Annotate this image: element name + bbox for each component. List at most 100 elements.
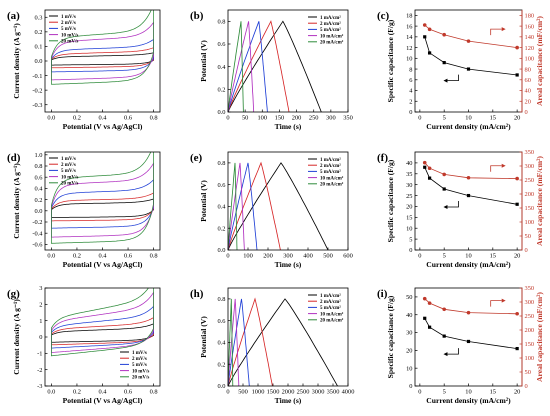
y2-tick-label: 160 — [525, 23, 535, 30]
y-tick-label: 2 — [409, 98, 412, 105]
y-tick-label: -0.2 — [32, 87, 42, 94]
y-tick-label: 1.0 — [35, 152, 43, 159]
panel-h: 0 500 1000 1500 2000 2500 3000 3500 4000 0.0 0.2 0.… — [190, 287, 354, 405]
y-tick-label: 35 — [406, 171, 412, 178]
plot-area — [422, 23, 519, 77]
left-axis-arrowhead — [443, 205, 448, 210]
x-tick-label: 0.4 — [99, 115, 108, 122]
capacitance-line-left — [424, 167, 518, 205]
gcd-curve-5 — [228, 298, 234, 386]
y-tick-label: -0.2 — [32, 219, 42, 226]
legend-label: 5 mV/s — [132, 363, 147, 368]
y2-tick-label: 0 — [525, 109, 528, 116]
y2-tick-label: 150 — [525, 341, 535, 348]
y-tick-label: 15 — [406, 215, 412, 222]
capacitance-line-left — [424, 36, 518, 76]
x-axis-title: Time (s) — [275, 260, 302, 269]
gcd-curve-3 — [228, 21, 268, 112]
y2-tick-label: 20 — [525, 98, 531, 105]
y-tick-label: 10 — [406, 56, 412, 63]
panel-d: 0.0 0.2 0.4 0.6 0.8 -0.6 -0.4 -0.2 0.0 0.2 0.4 0.6 0… — [7, 151, 161, 269]
legend-label: 2 mA/cm² — [320, 21, 341, 27]
specific-point — [515, 346, 519, 351]
panel-letter: (a) — [7, 10, 20, 22]
cv-curve-4 — [51, 291, 154, 353]
y2-tick-label: 50 — [525, 233, 531, 240]
x-tick-label: 0 — [418, 253, 421, 260]
x-axis-title: Current density (mA/cm²) — [426, 260, 511, 269]
y2-tick-label: 350 — [525, 149, 535, 156]
axes-frame — [227, 9, 349, 113]
y-axis-title: Potential (V) — [199, 180, 208, 222]
y-tick-label: 0.6 — [218, 318, 226, 325]
x-tick-label: 0.6 — [124, 253, 132, 260]
legend-label: 10 mV/s — [132, 369, 149, 374]
x-tick-label: 2500 — [297, 389, 310, 396]
x-tick-label: 10 — [465, 389, 471, 396]
y2-tick-label: 350 — [525, 285, 535, 292]
areal-point — [442, 32, 446, 37]
panel-g: 0.0 0.2 0.4 0.6 0.8 -3 -2 -1 0 1 2 3 Potential (V vs… — [7, 285, 161, 405]
x-axis-title: Current density (mA/cm²) — [426, 396, 511, 405]
y-tick-label: 0.4 — [218, 340, 227, 347]
legend: 1 mV/s2 mV/s5 mV/s10 mV/s 20 mV/s — [120, 351, 149, 381]
panel-letter: (b) — [190, 10, 204, 22]
y-tick-label: 0 — [409, 383, 412, 390]
specific-point — [515, 202, 519, 206]
y-tick-label: 10 — [406, 225, 412, 232]
x-tick-label: 0.8 — [150, 389, 158, 396]
y2-tick-label: 40 — [525, 88, 531, 95]
left-axis-arrowhead — [443, 78, 448, 83]
y2-tick-label: 100 — [525, 56, 535, 63]
y2-tick-label: 0 — [525, 383, 528, 390]
panel-letter: (e) — [190, 152, 203, 164]
x-tick-label: 0.2 — [73, 389, 81, 396]
cv-curve-5 — [51, 10, 154, 85]
specific-point — [427, 176, 432, 180]
y2-tick-label: 140 — [525, 34, 535, 41]
x-tick-label: 0.0 — [47, 253, 55, 260]
x-tick-label: 150 — [275, 115, 285, 122]
cv-curve-4 — [51, 21, 154, 81]
specific-point — [442, 334, 446, 338]
y-tick-label: -3 — [37, 383, 42, 390]
panel-letter: (h) — [190, 288, 204, 300]
x-tick-label: 100 — [257, 115, 267, 122]
x-tick-label: 200 — [263, 253, 273, 260]
y-tick-label: 30 — [406, 330, 412, 337]
plot-area — [51, 288, 154, 357]
areal-point — [515, 45, 519, 50]
y-tick-label: 0.0 — [35, 58, 43, 65]
left-axis-arrow — [447, 348, 459, 355]
specific-point — [427, 51, 432, 55]
areal-point — [466, 175, 471, 180]
y2-tick-label: 250 — [525, 313, 535, 320]
panel-b: 0 50 100 150 200 250 300 350 0.0 0.2 0.4 0.6 0.8 Time… — [190, 9, 353, 131]
y-axis-title: Current density (A g⁻¹) — [12, 163, 21, 239]
y2-tick-label: 50 — [525, 369, 531, 376]
x-tick-label: 1000 — [252, 389, 265, 396]
left-axis-arrow — [447, 201, 459, 208]
x-tick-label: 15 — [490, 253, 496, 260]
areal-point — [466, 39, 471, 43]
y-tick-label: 2 — [39, 302, 42, 309]
x-tick-label: 2000 — [282, 389, 295, 396]
x-tick-label: 0 — [226, 389, 229, 396]
legend-label: 10 mV/s — [61, 33, 78, 38]
y-tick-label: 18 — [406, 13, 412, 20]
x-tick-label: 0.8 — [150, 253, 158, 260]
y2-tick-label: 300 — [525, 163, 535, 170]
panel-f: 0 5 10 15 2005101520253035400501001502002503… — [377, 149, 544, 269]
y-axis-title: Potential (V) — [199, 40, 208, 82]
legend-label: 2 mV/s — [132, 357, 147, 362]
specific-point — [423, 35, 427, 39]
y-tick-label: 1 — [39, 318, 42, 325]
y2-tick-label: 80 — [525, 66, 531, 73]
specific-point — [466, 193, 471, 198]
x-tick-label: 20 — [514, 389, 520, 396]
right-axis-arrowhead — [501, 298, 506, 303]
right-axis-arrow — [490, 28, 502, 36]
x-axis-title: Time (s) — [275, 396, 302, 405]
x-tick-label: 10 — [465, 253, 471, 260]
